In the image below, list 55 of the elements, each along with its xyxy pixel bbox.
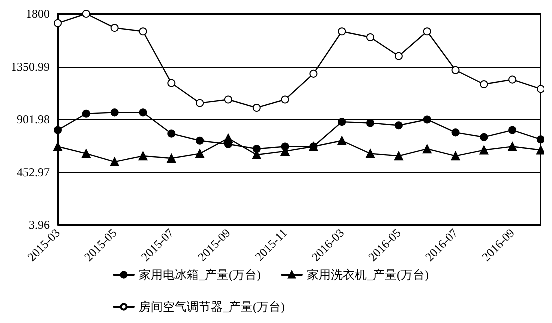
legend-label: 家用洗衣机_产量(万台) [306, 268, 429, 282]
point [82, 10, 90, 18]
point [338, 136, 347, 146]
y-tick-label: 901.98 [17, 112, 50, 126]
point [54, 126, 62, 134]
y-tick-label: 1350.99 [11, 60, 50, 74]
point [168, 130, 176, 138]
point [54, 19, 62, 28]
point [423, 116, 432, 124]
y-tick-label: 1800 [26, 7, 50, 21]
point [139, 108, 148, 117]
point [196, 149, 205, 158]
point [366, 34, 375, 42]
point [110, 108, 119, 117]
point [110, 24, 119, 32]
point [139, 28, 148, 36]
point [537, 136, 544, 144]
legend-label: 房间空气调节器_产量(万台) [139, 300, 285, 314]
legend-label: 家用电冰箱_产量(万台) [139, 268, 261, 282]
point [422, 144, 432, 154]
point [480, 133, 488, 142]
point [480, 146, 489, 155]
y-tick-label: 3.96 [29, 218, 50, 232]
point [394, 52, 403, 60]
point [196, 99, 204, 108]
point [480, 80, 488, 88]
point [224, 134, 233, 144]
point [54, 142, 62, 152]
point [252, 145, 261, 154]
point [452, 128, 460, 137]
y-tick-label: 452.97 [17, 165, 50, 180]
point [168, 79, 176, 88]
point [423, 28, 432, 36]
point [537, 85, 544, 94]
point [167, 154, 176, 163]
point [138, 152, 148, 161]
point [310, 70, 318, 78]
point [338, 118, 346, 126]
point [196, 136, 204, 145]
point [394, 122, 403, 130]
point [508, 76, 517, 84]
point [82, 110, 90, 118]
point [366, 149, 376, 158]
point [338, 28, 346, 36]
point [508, 126, 517, 134]
point [82, 149, 91, 158]
point [252, 104, 261, 112]
point [508, 142, 518, 152]
point [366, 119, 375, 128]
point [451, 152, 460, 161]
point [452, 66, 460, 74]
point [110, 158, 120, 167]
point [224, 96, 232, 104]
point [394, 152, 404, 161]
point [281, 96, 290, 104]
